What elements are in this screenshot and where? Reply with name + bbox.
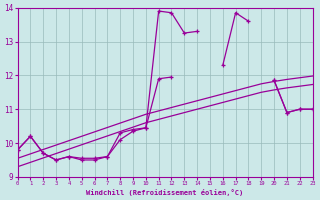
X-axis label: Windchill (Refroidissement éolien,°C): Windchill (Refroidissement éolien,°C)	[86, 189, 244, 196]
